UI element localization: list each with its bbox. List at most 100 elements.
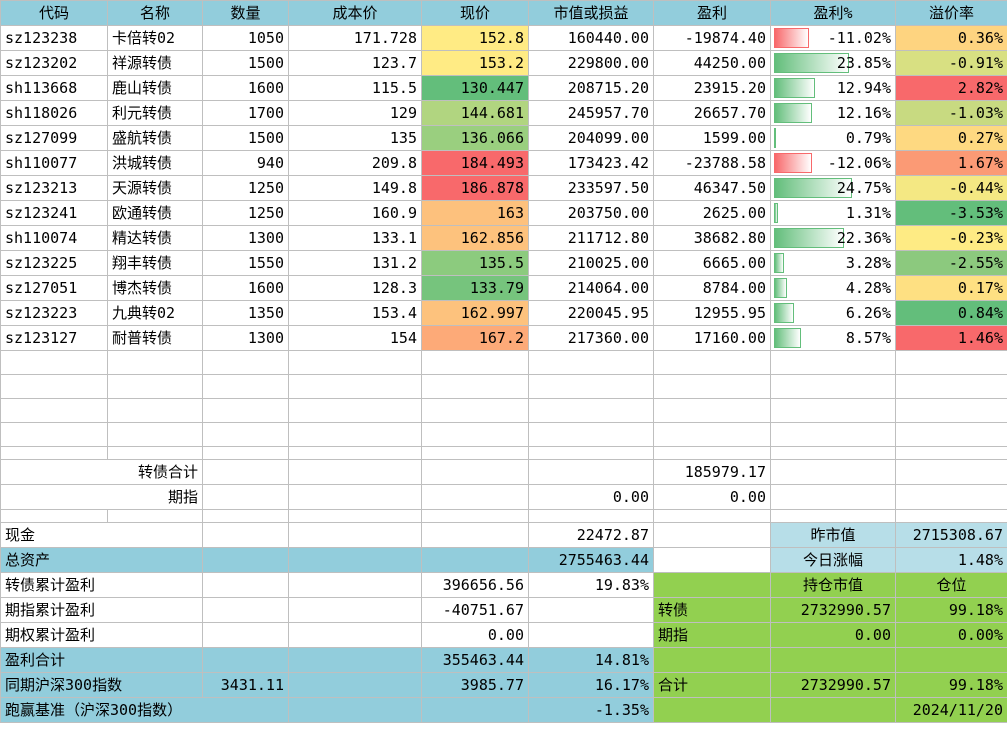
bond-price[interactable]: 163 (421, 200, 529, 226)
futures-cum-profit-amount[interactable]: -40751.67 (421, 597, 529, 623)
bond-qty[interactable]: 1350 (202, 300, 289, 326)
index-end[interactable]: 3985.77 (421, 672, 529, 698)
bond-profit-pct[interactable]: 3.28% (770, 250, 896, 276)
profit-total-label[interactable]: 盈利合计 (0, 647, 203, 673)
prev-value-label[interactable]: 昨市值 (770, 522, 896, 548)
bond-profit-pct[interactable]: 12.94% (770, 75, 896, 101)
bond-code[interactable]: sz123127 (0, 325, 108, 351)
report-date[interactable]: 2024/11/20 (895, 697, 1007, 723)
bond-value[interactable]: 217360.00 (528, 325, 654, 351)
bond-cost[interactable]: 160.9 (288, 200, 422, 226)
bond-profit[interactable]: 23915.20 (653, 75, 771, 101)
bond-value[interactable]: 160440.00 (528, 25, 654, 51)
bond-profit-pct[interactable]: -11.02% (770, 25, 896, 51)
bond-name[interactable]: 卡倍转02 (107, 25, 203, 51)
bond-cum-profit-label[interactable]: 转债累计盈利 (0, 572, 203, 598)
bond-premium[interactable]: 0.36% (895, 25, 1007, 51)
bond-cum-profit-pct[interactable]: 19.83% (528, 572, 654, 598)
bond-price[interactable]: 130.447 (421, 75, 529, 101)
bond-premium[interactable]: -3.53% (895, 200, 1007, 226)
holdings-value-header[interactable]: 持仓市值 (770, 572, 896, 598)
bond-name[interactable]: 欧通转债 (107, 200, 203, 226)
options-cum-profit-label[interactable]: 期权累计盈利 (0, 622, 203, 648)
bond-price[interactable]: 144.681 (421, 100, 529, 126)
header-price[interactable]: 现价 (421, 0, 529, 26)
bond-name[interactable]: 耐普转债 (107, 325, 203, 351)
bond-price[interactable]: 133.79 (421, 275, 529, 301)
bond-premium[interactable]: 1.67% (895, 150, 1007, 176)
bond-name[interactable]: 盛航转债 (107, 125, 203, 151)
holdings-bond-pct[interactable]: 99.18% (895, 597, 1007, 623)
today-change-value[interactable]: 1.48% (895, 547, 1007, 573)
total-assets-value[interactable]: 2755463.44 (528, 547, 654, 573)
index-start[interactable]: 3431.11 (202, 672, 289, 698)
bond-code[interactable]: sh110074 (0, 225, 108, 251)
header-value[interactable]: 市值或损益 (528, 0, 654, 26)
holdings-futures-label[interactable]: 期指 (653, 622, 771, 648)
bond-profit-pct[interactable]: 8.57% (770, 325, 896, 351)
options-cum-profit-amount[interactable]: 0.00 (421, 622, 529, 648)
bond-value[interactable]: 245957.70 (528, 100, 654, 126)
bond-qty[interactable]: 1500 (202, 50, 289, 76)
bond-profit[interactable]: -23788.58 (653, 150, 771, 176)
bond-name[interactable]: 博杰转债 (107, 275, 203, 301)
bond-value[interactable]: 214064.00 (528, 275, 654, 301)
benchmark-pct[interactable]: -1.35% (528, 697, 654, 723)
bond-qty[interactable]: 1250 (202, 200, 289, 226)
bond-cost[interactable]: 115.5 (288, 75, 422, 101)
bond-profit[interactable]: 44250.00 (653, 50, 771, 76)
bond-qty[interactable]: 940 (202, 150, 289, 176)
bond-cost[interactable]: 131.2 (288, 250, 422, 276)
bond-value[interactable]: 220045.95 (528, 300, 654, 326)
bond-total-label[interactable]: 转债合计 (0, 459, 203, 485)
bond-code[interactable]: sz127051 (0, 275, 108, 301)
futures-value[interactable]: 0.00 (528, 484, 654, 510)
bond-qty[interactable]: 1300 (202, 325, 289, 351)
bond-profit[interactable]: -19874.40 (653, 25, 771, 51)
bond-name[interactable]: 祥源转债 (107, 50, 203, 76)
bond-price[interactable]: 167.2 (421, 325, 529, 351)
bond-premium[interactable]: 0.84% (895, 300, 1007, 326)
benchmark-label[interactable]: 跑赢基准（沪深300指数） (0, 697, 289, 723)
holdings-total-pct[interactable]: 99.18% (895, 672, 1007, 698)
header-profit-pct[interactable]: 盈利% (770, 0, 896, 26)
holdings-bond-label[interactable]: 转债 (653, 597, 771, 623)
total-assets-label[interactable]: 总资产 (0, 547, 203, 573)
bond-profit[interactable]: 12955.95 (653, 300, 771, 326)
bond-name[interactable]: 鹿山转债 (107, 75, 203, 101)
bond-price[interactable]: 162.856 (421, 225, 529, 251)
bond-name[interactable]: 利元转债 (107, 100, 203, 126)
bond-qty[interactable]: 1600 (202, 275, 289, 301)
bond-profit-pct[interactable]: 4.28% (770, 275, 896, 301)
bond-profit[interactable]: 8784.00 (653, 275, 771, 301)
bond-profit[interactable]: 17160.00 (653, 325, 771, 351)
index-label[interactable]: 同期沪深300指数 (0, 672, 203, 698)
bond-price[interactable]: 184.493 (421, 150, 529, 176)
bond-cost[interactable]: 123.7 (288, 50, 422, 76)
bond-code[interactable]: sz123238 (0, 25, 108, 51)
bond-code[interactable]: sz123223 (0, 300, 108, 326)
bond-profit-pct[interactable]: 1.31% (770, 200, 896, 226)
bond-profit[interactable]: 26657.70 (653, 100, 771, 126)
bond-price[interactable]: 152.8 (421, 25, 529, 51)
bond-code[interactable]: sz123225 (0, 250, 108, 276)
holdings-total-label[interactable]: 合计 (653, 672, 771, 698)
bond-price[interactable]: 135.5 (421, 250, 529, 276)
bond-code[interactable]: sh113668 (0, 75, 108, 101)
bond-code[interactable]: sz123241 (0, 200, 108, 226)
profit-total-pct[interactable]: 14.81% (528, 647, 654, 673)
bond-cost[interactable]: 135 (288, 125, 422, 151)
bond-code[interactable]: sh110077 (0, 150, 108, 176)
header-qty[interactable]: 数量 (202, 0, 289, 26)
bond-value[interactable]: 208715.20 (528, 75, 654, 101)
header-profit[interactable]: 盈利 (653, 0, 771, 26)
bond-total-profit[interactable]: 185979.17 (653, 459, 771, 485)
bond-qty[interactable]: 1600 (202, 75, 289, 101)
bond-price[interactable]: 136.066 (421, 125, 529, 151)
header-code[interactable]: 代码 (0, 0, 108, 26)
bond-value[interactable]: 229800.00 (528, 50, 654, 76)
bond-code[interactable]: sz127099 (0, 125, 108, 151)
bond-price[interactable]: 162.997 (421, 300, 529, 326)
futures-label[interactable]: 期指 (0, 484, 203, 510)
bond-qty[interactable]: 1250 (202, 175, 289, 201)
